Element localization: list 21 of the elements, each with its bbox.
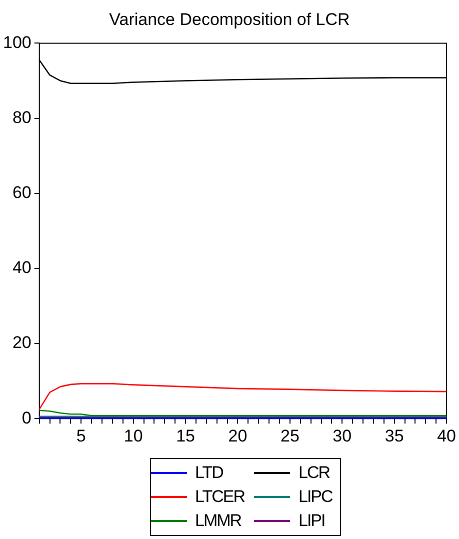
- y-tick-label: 0: [22, 408, 32, 428]
- legend-label: LCR: [298, 463, 330, 483]
- y-tick-label: 80: [12, 108, 32, 127]
- x-tick-label: 10: [124, 426, 143, 446]
- x-tick-label: 25: [280, 426, 300, 446]
- chart-title: Variance Decomposition of LCR: [108, 10, 351, 30]
- y-tick-label: 20: [12, 333, 32, 352]
- x-tick-label: 40: [437, 426, 456, 446]
- x-tick-label: 5: [76, 426, 86, 446]
- x-tick-label: 30: [332, 426, 352, 446]
- y-tick-label: 60: [12, 183, 32, 202]
- legend-label: LMMR: [195, 511, 242, 531]
- legend-label: LIPC: [298, 487, 332, 507]
- legend-label: LTCER: [195, 487, 244, 507]
- legend-label: LTD: [195, 463, 223, 483]
- legend-label: LIPI: [298, 511, 325, 531]
- y-tick-label: 40: [12, 258, 32, 278]
- x-tick-label: 15: [176, 426, 195, 446]
- y-tick-label: 100: [2, 32, 32, 52]
- x-tick-label: 20: [228, 426, 248, 446]
- x-tick-label: 35: [384, 426, 404, 446]
